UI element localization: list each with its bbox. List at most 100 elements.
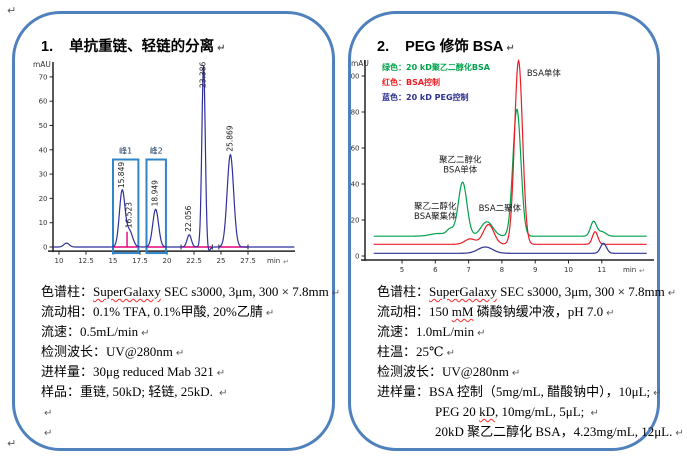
spec-line: 检测波长：UV@280nm ↵ <box>41 342 318 362</box>
x-tick-label: 10 <box>55 257 64 265</box>
peak-annotation: BSA单体 <box>527 68 562 79</box>
panel-2-title-text: PEG 修饰 BSA <box>405 39 504 55</box>
spec-value-segment: PEG 20 <box>435 404 480 419</box>
retention-time-label: 22.056 <box>184 205 193 231</box>
spec-value-segment: 25℃ <box>416 344 444 359</box>
panel-2-number: 2. <box>377 39 390 55</box>
trace-0 <box>53 65 295 251</box>
spec-label: 检测波长： <box>41 344 107 359</box>
spec-value-segment: UV@280nm <box>106 344 173 359</box>
paragraph-mark: ↵ <box>639 267 645 275</box>
x-tick-label: 12.5 <box>78 257 94 265</box>
y-tick-label: 50 <box>39 122 48 130</box>
spec-value-segment: SuperGalaxy <box>93 284 161 299</box>
spec-value-segment: , 10mg/mL, 5μL; <box>494 404 588 419</box>
spec-line: 流速：0.5mL/min ↵ <box>41 322 318 342</box>
panel-1-number: 1. <box>41 39 54 55</box>
x-tick-label: 5 <box>400 266 404 274</box>
y-tick-label: 10 <box>39 219 48 227</box>
spec-label: 柱温： <box>377 344 417 359</box>
paragraph-mark: ↵ <box>216 368 226 379</box>
paragraph-mark: ↵ <box>141 328 150 339</box>
spec-label: 流速： <box>377 324 417 339</box>
y-tick-label: 60 <box>39 98 48 106</box>
y-tick-label: 40 <box>351 181 360 189</box>
paragraph-mark: ↵ <box>446 348 455 359</box>
spec-line: 样品：重链, 50kD; 轻链, 25kD. ↵ <box>41 382 318 402</box>
peak-annotation: BSA聚集体 <box>414 211 457 222</box>
paragraph-mark: ↵ <box>590 408 599 419</box>
x-tick-label: 7 <box>466 266 470 274</box>
paragraph-mark: ↵ <box>606 308 615 319</box>
spec-label: 色谱柱： <box>377 284 430 299</box>
paragraph-mark: ↵ <box>653 388 662 399</box>
y-tick-label: 0 <box>43 244 47 252</box>
spec-line: 流动相：0.1% TFA, 0.1%甲酸, 20%乙腈 ↵ <box>41 302 318 322</box>
spec-value-segment: 重链, 50kD; 轻链, 25kD. <box>80 384 217 399</box>
spec-line: 进样量：30μg reduced Mab 321 ↵ <box>41 362 318 382</box>
paragraph-mark: ↵ <box>7 4 17 17</box>
panel-1-title: 1. 单抗重链、轻链的分离 ↵ <box>41 35 225 56</box>
retention-time-label: 16.523 <box>124 202 133 228</box>
panel-2-title: 2. PEG 修饰 BSA ↵ <box>377 35 515 56</box>
panel-peg-bsa: 2.PEG 修饰 BSA↵ 567891011min↵020406080100m… <box>346 11 684 451</box>
legend-entry: 绿色：20 kD聚乙二醇化BSA <box>382 62 491 72</box>
y-tick-label: 30 <box>39 171 48 179</box>
spec-value-segment: 30μg reduced Mab 321 <box>93 364 214 379</box>
y-tick-label: 20 <box>39 195 48 203</box>
retention-time-label: 25.869 <box>225 125 234 151</box>
spec-value-segment: 1.0mL/min <box>416 324 475 339</box>
paragraph-mark: ↵ <box>265 308 275 319</box>
trace-2 <box>373 242 647 254</box>
x-tick-label: 17.5 <box>132 257 148 265</box>
x-axis-unit: min <box>267 257 280 265</box>
spec-value-segment: SEC s3000, 3μm, 300 × 7.8mm <box>496 284 665 299</box>
chromatogram-2-container: 567891011min↵020406080100mAUBSA单体聚乙二醇化BS… <box>346 54 669 281</box>
chromatogram-1-container: 10 12.5 15 17.5 20 22.5 25 27.5 min ↵ 0 10 20 30 40 50 6… <box>27 52 333 273</box>
paragraph-mark: ↵ <box>511 368 521 379</box>
spec-lines-2: 色谱柱：SuperGalaxy SEC s3000, 3μm, 300 × 7.… <box>377 282 684 442</box>
spec-label: 流速： <box>41 324 81 339</box>
peak-annotation: 聚乙二醇化 <box>439 154 482 165</box>
trace-1 <box>373 58 647 245</box>
y-tick-label: 100 <box>351 73 360 81</box>
spec-value-segment: 0.1% TFA, 0.1%甲酸, 20%乙腈 <box>93 304 263 319</box>
paragraph-mark: ↵ <box>331 288 341 299</box>
paragraph-mark: ↵ <box>675 428 684 439</box>
spec-value-segment: mM <box>451 304 474 319</box>
spec-value-segment: SuperGalaxy <box>429 284 497 299</box>
peak-region-label: 峰2 <box>150 146 163 156</box>
x-tick-label: 9 <box>533 266 537 274</box>
x-tick-label: 25 <box>217 257 226 265</box>
y-tick-label: 80 <box>351 109 360 117</box>
spec-line: 色谱柱：SuperGalaxy SEC s3000, 3μm, 300 × 7.… <box>377 282 676 302</box>
paragraph-mark: ↵ <box>667 288 677 299</box>
x-tick-label: 15 <box>109 257 118 265</box>
spec-value-segment: kD <box>479 404 495 419</box>
legend-entry: 红色：BSA控制 <box>382 77 440 87</box>
peak-region-box <box>112 158 140 255</box>
retention-time-label: 23.386 <box>199 62 208 88</box>
spec-line: PEG 20 kD, 10mg/mL, 5μL; ↵ <box>377 402 643 422</box>
paragraph-mark: ↵ <box>283 258 289 266</box>
paragraph-mark: ↵ <box>7 437 17 450</box>
paragraph-mark: ↵ <box>44 408 53 419</box>
retention-time-label: 18.949 <box>151 180 160 206</box>
spec-value-segment: BSA 控制（5mg/mL, 醋酸钠中），10μL; <box>429 384 651 399</box>
spec-label: 流动相： <box>41 304 94 319</box>
spec-line: ↵ <box>41 422 318 442</box>
spec-value-segment: 150 <box>429 304 452 319</box>
x-tick-label: 11 <box>597 266 606 274</box>
peak-region-label: 峰1 <box>119 146 132 156</box>
x-tick-label: 27.5 <box>240 257 256 265</box>
retention-time-label: 15.849 <box>117 162 126 188</box>
trace-0 <box>373 108 647 237</box>
spec-line: 柱温：25℃ ↵ <box>377 342 643 362</box>
spec-value-segment: 0.5mL/min <box>80 324 139 339</box>
panel-mab-separation: 1. 单抗重链、轻链的分离 ↵ 10 12.5 15 17.5 20 22.5 25 27.5 mi… <box>12 11 340 451</box>
spec-label: 色谱柱： <box>41 284 94 299</box>
y-tick-label: 70 <box>39 73 48 81</box>
x-axis-unit: min <box>623 266 636 274</box>
spec-label: 样品： <box>41 384 81 399</box>
